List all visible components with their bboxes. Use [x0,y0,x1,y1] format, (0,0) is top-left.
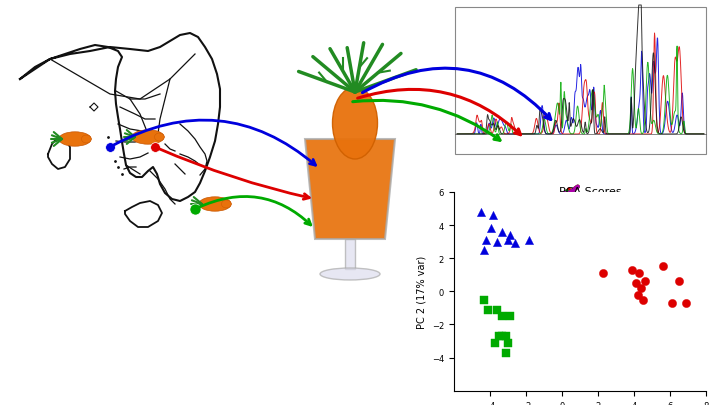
Ellipse shape [132,130,164,145]
Point [626,267,638,273]
Ellipse shape [333,88,378,160]
Point [523,237,535,243]
Y-axis label: PC 2 (17% var): PC 2 (17% var) [416,255,426,328]
Point [496,333,508,339]
Point [491,239,503,245]
Ellipse shape [222,200,231,209]
Point [657,264,668,270]
Bar [455,8,706,155]
Point [501,350,512,356]
Point [504,313,515,320]
Text: PCA Scores: PCA Scores [559,187,621,196]
Point [636,285,647,292]
Point [479,296,490,303]
Point [488,212,499,219]
Point [493,333,504,339]
Ellipse shape [320,269,380,280]
Point [680,300,692,307]
Ellipse shape [82,136,91,144]
Point [632,292,643,298]
Point [639,279,651,285]
Point [637,296,648,303]
Point [479,247,490,254]
Point [496,313,508,320]
Point [634,270,645,277]
Point [597,270,609,277]
Ellipse shape [154,134,164,142]
Point [673,279,685,285]
Ellipse shape [59,132,91,147]
Point [509,241,520,247]
Point [504,232,515,239]
Point [475,209,486,215]
Point [496,229,508,235]
Point [486,226,497,232]
Point [501,333,512,339]
Point [489,340,501,346]
Polygon shape [345,239,355,269]
Point [502,237,513,243]
Point [481,237,492,243]
Ellipse shape [199,197,231,212]
Polygon shape [305,140,395,239]
Point [491,307,503,313]
Point [482,307,493,313]
Point [666,300,678,307]
Point [502,340,513,346]
Point [630,280,641,287]
